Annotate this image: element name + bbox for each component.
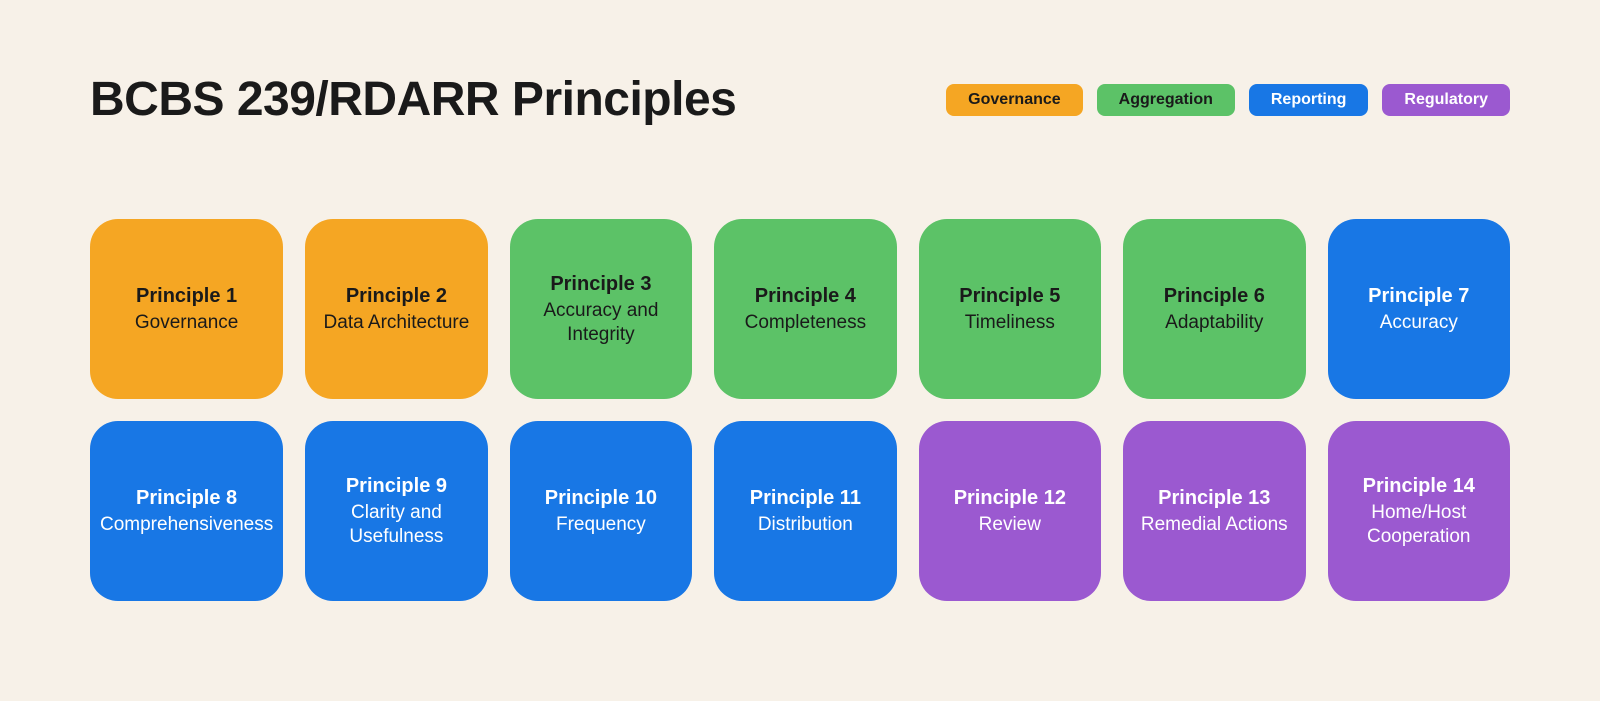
principle-title: Principle 2 <box>346 284 447 309</box>
page-title: BCBS 239/RDARR Principles <box>90 72 736 127</box>
principle-title: Principle 11 <box>750 486 861 511</box>
principle-title: Principle 14 <box>1363 474 1475 499</box>
principle-card: Principle 14 Home/Host Cooperation <box>1328 421 1510 601</box>
principle-sub: Review <box>979 513 1041 537</box>
principle-card: Principle 1 Governance <box>90 219 283 399</box>
principle-sub: Accuracy <box>1380 311 1458 335</box>
principle-sub: Completeness <box>745 311 866 335</box>
principle-title: Principle 9 <box>346 474 447 499</box>
principle-title: Principle 12 <box>954 486 1066 511</box>
principle-card: Principle 3 Accuracy and Integrity <box>510 219 692 399</box>
principle-sub: Timeliness <box>965 311 1055 335</box>
principle-title: Principle 6 <box>1164 284 1265 309</box>
principle-title: Principle 7 <box>1368 284 1469 309</box>
principle-card: Principle 9 Clarity and Usefulness <box>305 421 487 601</box>
principle-sub: Frequency <box>556 513 646 537</box>
principle-card: Principle 10 Frequency <box>510 421 692 601</box>
principle-card: Principle 13 Remedial Actions <box>1123 421 1305 601</box>
principle-card: Principle 6 Adaptability <box>1123 219 1305 399</box>
legend-pill-reporting: Reporting <box>1249 84 1369 116</box>
legend-pill-aggregation: Aggregation <box>1097 84 1235 116</box>
principles-grid: Principle 1 Governance Principle 2 Data … <box>90 219 1510 601</box>
header: BCBS 239/RDARR Principles Governance Agg… <box>90 72 1510 127</box>
principle-title: Principle 10 <box>545 486 657 511</box>
principle-sub: Governance <box>135 311 239 335</box>
legend-pill-regulatory: Regulatory <box>1382 84 1510 116</box>
principle-sub: Home/Host Cooperation <box>1338 501 1500 549</box>
principle-card: Principle 4 Completeness <box>714 219 896 399</box>
principle-title: Principle 5 <box>959 284 1060 309</box>
principle-title: Principle 4 <box>755 284 856 309</box>
principle-sub: Accuracy and Integrity <box>520 299 682 347</box>
principle-sub: Clarity and Usefulness <box>315 501 477 549</box>
principle-title: Principle 13 <box>1158 486 1270 511</box>
principle-card: Principle 11 Distribution <box>714 421 896 601</box>
principle-sub: Adaptability <box>1165 311 1263 335</box>
principle-card: Principle 12 Review <box>919 421 1101 601</box>
principle-title: Principle 3 <box>550 272 651 297</box>
principle-card: Principle 5 Timeliness <box>919 219 1101 399</box>
legend-pill-governance: Governance <box>946 84 1082 116</box>
principle-card: Principle 7 Accuracy <box>1328 219 1510 399</box>
principle-sub: Data Architecture <box>324 311 470 335</box>
principle-sub: Remedial Actions <box>1141 513 1288 537</box>
principle-sub: Distribution <box>758 513 853 537</box>
principle-card: Principle 2 Data Architecture <box>305 219 487 399</box>
principle-sub: Comprehensiveness <box>100 513 273 537</box>
legend: Governance Aggregation Reporting Regulat… <box>946 84 1510 116</box>
principle-title: Principle 1 <box>136 284 237 309</box>
principle-card: Principle 8 Comprehensiveness <box>90 421 283 601</box>
principle-title: Principle 8 <box>136 486 237 511</box>
page-root: BCBS 239/RDARR Principles Governance Agg… <box>0 0 1600 601</box>
